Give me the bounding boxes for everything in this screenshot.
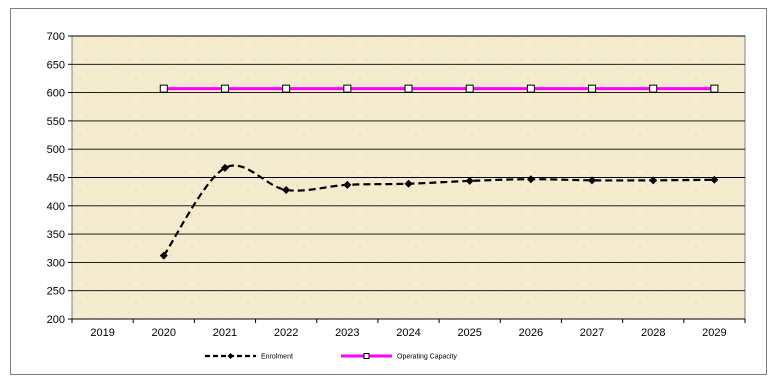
data-point-enrolment — [710, 175, 719, 184]
y-tick-label: 450 — [47, 173, 65, 185]
y-tick-label: 550 — [47, 116, 65, 128]
data-point-enrolment — [343, 180, 352, 189]
series-line-enrolment — [162, 164, 715, 257]
data-point-operating-capacity — [526, 84, 535, 93]
x-tick-label: 2025 — [457, 327, 481, 339]
y-tick-label: 500 — [47, 144, 65, 156]
data-point-enrolment — [649, 176, 658, 185]
legend: Enrolment Operating Capacity — [205, 353, 457, 361]
x-tick-label: 2023 — [335, 327, 359, 339]
x-tick-label: 2029 — [702, 327, 726, 339]
data-point-operating-capacity — [159, 84, 168, 93]
x-tick-label: 2020 — [152, 327, 176, 339]
y-tick-label: 300 — [47, 257, 65, 269]
x-tick-label: 2027 — [580, 327, 604, 339]
y-tick-label: 250 — [47, 286, 65, 298]
x-tick-label: 2019 — [90, 327, 114, 339]
legend-marker-enrolment — [227, 353, 234, 359]
y-axis: 200 250 300 350 400 450 500 550 600 650 700 — [47, 31, 72, 326]
data-point-operating-capacity — [220, 84, 229, 93]
data-point-enrolment — [465, 176, 474, 185]
y-tick-label: 650 — [47, 59, 65, 71]
legend-marker-operating-capacity — [363, 353, 370, 359]
data-point-operating-capacity — [404, 84, 413, 93]
x-tick-label: 2028 — [641, 327, 665, 339]
y-tick-label: 600 — [47, 88, 65, 100]
x-tick-label: 2024 — [396, 327, 420, 339]
data-point-enrolment — [526, 175, 535, 184]
series-group — [159, 84, 719, 260]
y-tick-label: 700 — [47, 31, 65, 43]
data-point-enrolment — [159, 251, 168, 260]
data-point-operating-capacity — [343, 84, 352, 93]
data-point-enrolment — [282, 185, 291, 194]
data-point-operating-capacity — [588, 84, 597, 93]
x-tick-label: 2021 — [213, 327, 237, 339]
y-tick-label: 400 — [47, 201, 65, 213]
data-point-operating-capacity — [710, 84, 719, 93]
data-point-operating-capacity — [649, 84, 658, 93]
y-tick-label: 350 — [47, 229, 65, 241]
data-point-enrolment — [220, 163, 229, 172]
legend-label: Operating Capacity — [397, 354, 457, 361]
data-point-operating-capacity — [282, 84, 291, 93]
legend-label: Enrolment — [261, 354, 293, 361]
y-tick-label: 200 — [47, 314, 65, 326]
grid-lines — [72, 35, 745, 292]
data-point-enrolment — [588, 176, 597, 185]
data-point-enrolment — [404, 179, 413, 188]
data-point-operating-capacity — [465, 84, 474, 93]
x-axis: 2019 2020 2021 2022 2023 2024 2025 2026 2027 2028… — [71, 318, 746, 339]
x-tick-label: 2022 — [274, 327, 298, 339]
x-tick-label: 2026 — [519, 327, 543, 339]
